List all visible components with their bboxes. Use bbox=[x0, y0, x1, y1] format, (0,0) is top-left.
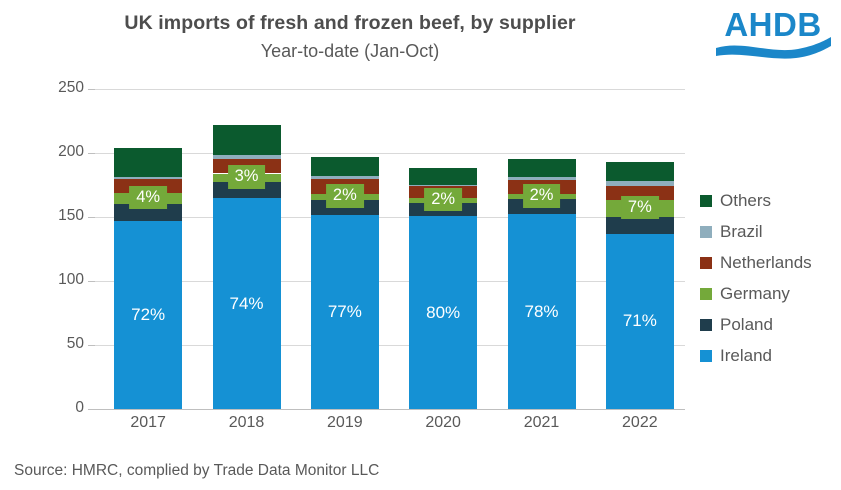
x-tick-label: 2020 bbox=[425, 414, 461, 431]
germany-percent-label: 3% bbox=[227, 165, 266, 189]
y-tick-mark bbox=[88, 89, 95, 90]
legend-label: Ireland bbox=[720, 345, 772, 365]
gridline bbox=[95, 217, 685, 218]
bar-segment-others[interactable] bbox=[605, 161, 674, 182]
bar-segment-ireland[interactable]: 74% bbox=[212, 198, 281, 409]
ireland-percent-label: 80% bbox=[426, 302, 461, 322]
source-note: Source: HMRC, complied by Trade Data Mon… bbox=[14, 462, 380, 479]
x-axis-line bbox=[95, 409, 685, 410]
bar-segment-brazil[interactable] bbox=[605, 181, 674, 186]
legend-label: Germany bbox=[720, 283, 790, 303]
x-tick-label: 2018 bbox=[228, 414, 265, 431]
bar-segment-others[interactable] bbox=[114, 147, 183, 178]
svg-text:AHDB: AHDB bbox=[724, 6, 821, 43]
bar-segment-ireland[interactable]: 72% bbox=[114, 220, 183, 409]
gridline bbox=[95, 153, 685, 154]
legend-label: Brazil bbox=[720, 221, 763, 241]
bar-segment-brazil[interactable] bbox=[212, 154, 281, 159]
bar-segment-ireland[interactable]: 78% bbox=[507, 214, 576, 409]
legend-swatch-icon bbox=[700, 318, 712, 331]
x-tick-label: 2019 bbox=[327, 414, 363, 431]
bar-segment-brazil[interactable] bbox=[409, 185, 478, 187]
legend-item-germany[interactable]: Germany bbox=[700, 278, 812, 309]
plot-area: 72% 4% 74% 3% 77% 2% 80% 2% 78% 2% 71% 7% bbox=[95, 89, 685, 410]
legend-label: Others bbox=[720, 190, 772, 210]
bar-segment-others[interactable] bbox=[310, 156, 379, 177]
y-tick-label: 50 bbox=[66, 335, 84, 352]
y-tick-mark bbox=[88, 217, 95, 218]
legend-swatch-icon bbox=[700, 256, 712, 269]
legend-item-ireland[interactable]: Ireland bbox=[700, 340, 812, 371]
ahdb-logo: AHDB bbox=[712, 4, 834, 60]
legend-item-others[interactable]: Others bbox=[700, 185, 812, 216]
legend-swatch-icon bbox=[700, 349, 712, 362]
germany-percent-label: 2% bbox=[325, 184, 364, 208]
chart-subtitle: Year-to-date (Jan-Oct) bbox=[260, 41, 440, 61]
gridline bbox=[95, 281, 685, 282]
bar-segment-others[interactable] bbox=[507, 159, 576, 177]
bar-segment-others[interactable] bbox=[409, 168, 478, 185]
bar-segment-ireland[interactable]: 77% bbox=[310, 215, 379, 409]
y-tick-label: 150 bbox=[58, 207, 84, 224]
bar-segment-poland[interactable] bbox=[605, 217, 674, 234]
gridline bbox=[95, 345, 685, 346]
legend-swatch-icon bbox=[700, 287, 712, 300]
germany-percent-label: 2% bbox=[424, 187, 463, 212]
chart-title: UK imports of fresh and frozen beef, by … bbox=[124, 12, 576, 34]
bar-column[interactable]: 77% 2% bbox=[310, 89, 379, 409]
y-tick-mark bbox=[88, 153, 95, 154]
x-tick-label: 2021 bbox=[523, 414, 560, 431]
bar-column[interactable]: 72% 4% bbox=[114, 89, 183, 409]
legend-label: Netherlands bbox=[720, 252, 812, 272]
germany-percent-label: 4% bbox=[129, 185, 168, 210]
y-tick-label: 0 bbox=[75, 399, 84, 416]
y-tick-mark bbox=[88, 345, 95, 346]
ireland-percent-label: 74% bbox=[229, 293, 264, 313]
gridline bbox=[95, 89, 685, 90]
ireland-percent-label: 77% bbox=[327, 302, 362, 322]
y-tick-mark bbox=[88, 409, 95, 410]
x-tick-label: 2017 bbox=[130, 414, 166, 431]
ireland-percent-label: 71% bbox=[622, 311, 657, 331]
chart-legend: Others Brazil Netherlands Germany Poland Irel… bbox=[700, 185, 812, 371]
bar-segment-ireland[interactable]: 71% bbox=[605, 233, 674, 409]
germany-percent-label: 2% bbox=[522, 184, 561, 208]
x-tick-label: 2022 bbox=[622, 414, 658, 431]
legend-item-brazil[interactable]: Brazil bbox=[700, 216, 812, 247]
bar-column[interactable]: 80% 2% bbox=[409, 89, 478, 409]
bar-segment-brazil[interactable] bbox=[310, 176, 379, 180]
bar-segment-ireland[interactable]: 80% bbox=[409, 216, 478, 409]
legend-item-poland[interactable]: Poland bbox=[700, 309, 812, 340]
y-tick-label: 100 bbox=[58, 271, 84, 288]
ireland-percent-label: 78% bbox=[524, 301, 559, 321]
legend-item-netherlands[interactable]: Netherlands bbox=[700, 247, 812, 278]
bar-segment-brazil[interactable] bbox=[114, 177, 183, 180]
bar-column[interactable]: 71% 7% bbox=[605, 89, 674, 409]
germany-percent-label: 7% bbox=[620, 195, 659, 220]
y-tick-label: 200 bbox=[58, 143, 84, 160]
bar-segment-brazil[interactable] bbox=[507, 176, 576, 180]
y-tick-mark bbox=[88, 281, 95, 282]
bar-column[interactable]: 78% 2% bbox=[507, 89, 576, 409]
bar-column[interactable]: 74% 3% bbox=[212, 89, 281, 409]
legend-swatch-icon bbox=[700, 194, 712, 207]
y-tick-label: 250 bbox=[58, 79, 84, 96]
legend-swatch-icon bbox=[700, 225, 712, 238]
legend-label: Poland bbox=[720, 314, 773, 334]
ireland-percent-label: 72% bbox=[131, 304, 166, 324]
bar-segment-others[interactable] bbox=[212, 124, 281, 155]
